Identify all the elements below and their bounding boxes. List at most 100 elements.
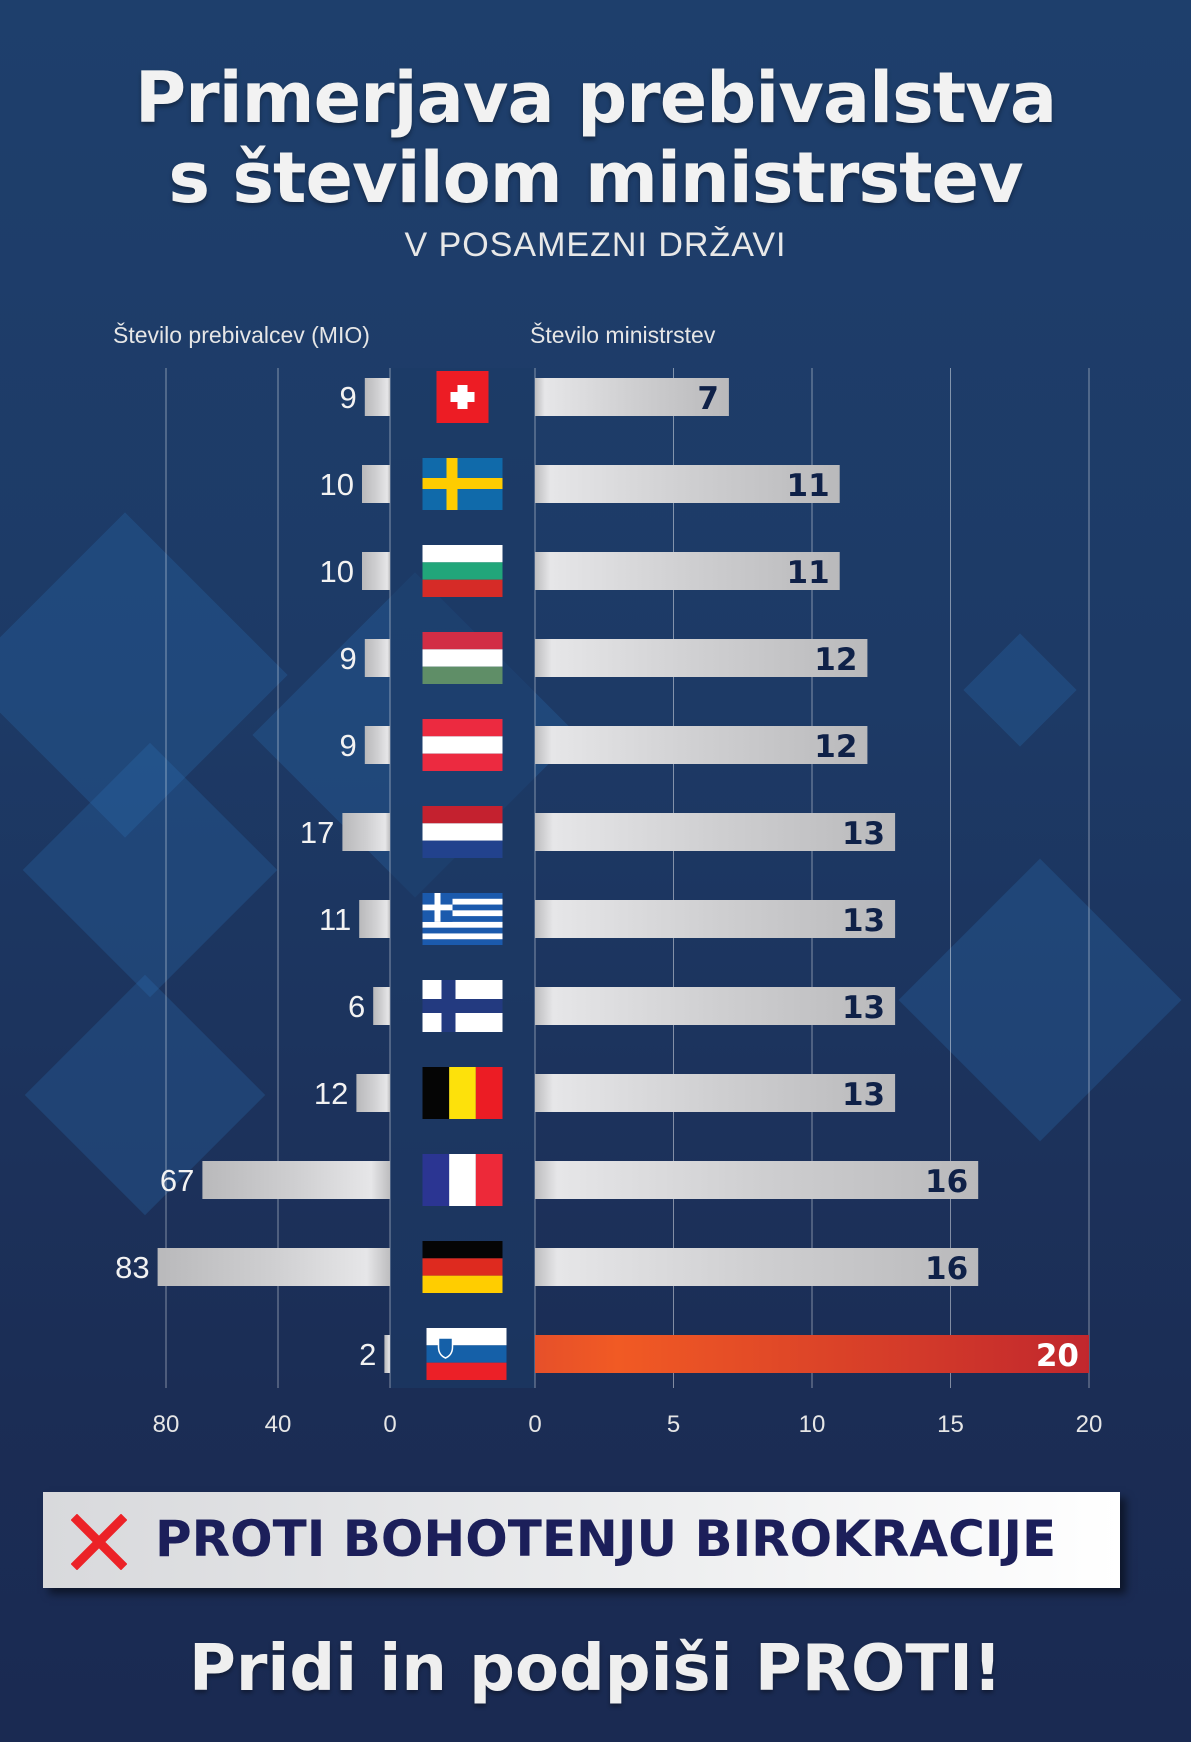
right-tick-label: 20 (1076, 1411, 1103, 1438)
ministries-bar (535, 1248, 979, 1286)
flag-part (426, 1362, 507, 1380)
population-value-label: 6 (348, 989, 365, 1024)
slogan-text: PROTI BOHOTENJU BIROKRACIJE (155, 1510, 1057, 1568)
ministries-bar (535, 987, 896, 1025)
ministries-bar (535, 726, 868, 764)
population-value-label: 11 (319, 902, 351, 937)
flag-nl-icon (422, 806, 503, 858)
population-value-label: 2 (359, 1337, 376, 1372)
ministries-bar (535, 1074, 896, 1112)
left-tick-label: 80 (153, 1411, 180, 1438)
ministries-bar (535, 639, 868, 677)
ministries-bar (535, 552, 840, 590)
flag-part (446, 458, 458, 510)
flag-part (422, 1154, 450, 1206)
flag-part (422, 478, 503, 489)
flag-fr-icon (422, 1154, 503, 1206)
population-bar (356, 1074, 390, 1112)
center-band (390, 368, 535, 1388)
ministries-value-label: 12 (814, 729, 857, 765)
butterfly-bar-chart: 9 7 10 11 10 11 9 12 9 12 17 13 11 13 6 13 12 13 67 16 83 16 2… (115, 368, 1103, 1438)
flag-coat-of-arms (437, 1337, 454, 1359)
flag-part (422, 806, 503, 824)
population-bar (364, 639, 390, 677)
ministries-bar (535, 1161, 979, 1199)
population-bar (359, 900, 390, 938)
page-title: Primerjava prebivalstva s številom minis… (0, 58, 1191, 218)
flag-at-icon (422, 719, 503, 771)
population-bar (384, 1335, 390, 1373)
flag-part (422, 898, 503, 905)
ministries-value-label: 13 (842, 816, 885, 852)
left-tick-label: 0 (383, 1411, 396, 1438)
ministries-value-label: 12 (814, 642, 857, 678)
left-tick-label: 40 (265, 1411, 292, 1438)
flag-part (422, 904, 453, 911)
call-to-action: Pridi in podpiši PROTI! (188, 1632, 1003, 1706)
population-bar (362, 465, 390, 503)
flag-part (422, 999, 503, 1013)
flag-ch-icon (436, 371, 489, 423)
flag-part (422, 649, 503, 667)
population-value-label: 9 (340, 728, 357, 763)
flag-part (422, 666, 503, 684)
flag-part (475, 1154, 503, 1206)
flag-part (475, 1067, 503, 1119)
right-tick-label: 10 (799, 1411, 826, 1438)
flag-part (422, 1275, 503, 1293)
flag-part (422, 910, 503, 917)
ministries-value-label: 11 (787, 555, 830, 591)
population-value-label: 9 (340, 641, 357, 676)
flag-hu-icon (422, 632, 503, 684)
flag-bg-icon (422, 545, 503, 597)
cross-icon (71, 1514, 127, 1570)
flag-si-icon (426, 1328, 507, 1380)
population-value-label: 10 (320, 467, 354, 502)
flag-part (422, 719, 503, 737)
population-bar (157, 1248, 390, 1286)
population-bar (362, 552, 390, 590)
flag-fi-icon (422, 980, 503, 1032)
flag-se-icon (422, 458, 503, 510)
right-axis-title: Število ministrstev (530, 322, 716, 348)
ministries-value-label: 16 (925, 1251, 968, 1287)
flag-part (422, 933, 503, 940)
ministries-value-label: 20 (1036, 1338, 1079, 1374)
population-value-label: 9 (340, 380, 357, 415)
flag-part (449, 1154, 476, 1206)
ministries-bar (535, 465, 840, 503)
flag-be-icon (422, 1067, 503, 1119)
ministries-value-label: 16 (925, 1164, 968, 1200)
flag-part (422, 1067, 450, 1119)
slogan-banner: PROTI BOHOTENJU BIROKRACIJE (43, 1492, 1120, 1588)
flag-part (422, 840, 503, 858)
ministries-bar (535, 900, 896, 938)
population-bar (364, 726, 390, 764)
flag-part (422, 823, 503, 841)
flag-gr-icon (422, 893, 503, 945)
ministries-value-label: 13 (842, 990, 885, 1026)
ministries-bar (535, 813, 896, 851)
left-axis-title: Število prebivalcev (MIO) (113, 322, 370, 348)
flag-part (422, 921, 503, 928)
flag-part (422, 545, 503, 563)
population-value-label: 17 (300, 815, 334, 850)
ministries-value-label: 7 (697, 381, 719, 417)
page-subtitle: V POSAMEZNI DRŽAVI (404, 226, 787, 264)
ministries-value-label: 13 (842, 1077, 885, 1113)
flag-part (422, 1241, 503, 1259)
right-tick-label: 0 (528, 1411, 541, 1438)
ministries-bar (535, 378, 729, 416)
ministries-value-label: 11 (787, 468, 830, 504)
flag-part (449, 1067, 476, 1119)
population-value-label: 10 (320, 554, 354, 589)
flag-part (422, 632, 503, 650)
flag-part (422, 562, 503, 580)
title-line-2: s številom ministrstev (168, 137, 1023, 219)
right-tick-label: 15 (937, 1411, 964, 1438)
population-value-label: 67 (160, 1163, 194, 1198)
flag-part (422, 1258, 503, 1276)
flag-part (457, 385, 468, 409)
flag-part (422, 736, 503, 754)
flag-part (422, 753, 503, 771)
